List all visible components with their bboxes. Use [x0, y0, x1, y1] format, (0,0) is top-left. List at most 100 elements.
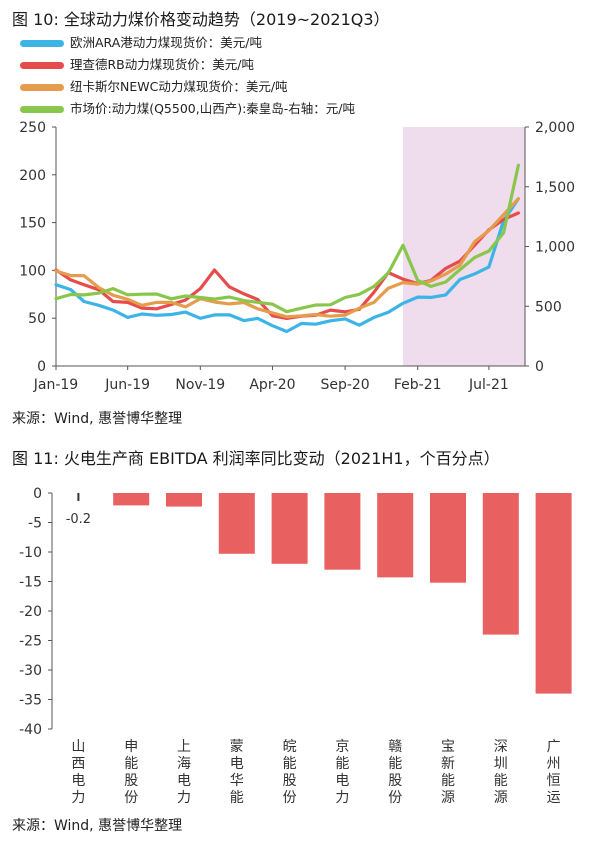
bar-6	[377, 493, 414, 578]
x-tick-label: Sep-20	[320, 377, 369, 393]
x-tick-label: Apr-20	[249, 377, 295, 393]
y-right-tick-label: 2,000	[535, 120, 575, 136]
highlight-band	[403, 127, 525, 366]
legend-swatch	[20, 83, 64, 91]
series-line-3	[54, 163, 521, 314]
y-tick-label: -30	[19, 663, 42, 679]
category-label: 皖	[283, 739, 297, 755]
category-label: 电	[230, 756, 244, 772]
category-label: 能	[388, 756, 402, 772]
category-label: 京	[335, 739, 349, 755]
chart1-legend: 欧洲ARA港动力煤现货价：美元/吨 理查德RB动力煤现货价：美元/吨 纽卡斯尔N…	[20, 32, 355, 120]
category-label: 电	[71, 773, 85, 789]
chart2-title: 图 11: 火电生产商 EBITDA 利润率同比变动（2021H1，个百分点）	[12, 449, 500, 468]
y-tick-label: -25	[19, 634, 42, 650]
category-label: 广	[547, 739, 561, 755]
series-line-1	[54, 211, 521, 320]
category-label: 西	[71, 756, 85, 772]
y-tick-label: -10	[19, 545, 42, 561]
category-label: 能	[283, 756, 297, 772]
legend-label: 纽卡斯尔NEWC动力煤现货价：美元/吨	[70, 79, 288, 94]
bar-7	[430, 493, 466, 583]
legend-label: 欧洲ARA港动力煤现货价：美元/吨	[70, 35, 262, 50]
legend-label: 市场价:动力煤(Q5500,山西产):秦皇岛-右轴：元/吨	[70, 101, 356, 116]
legend-label: 理查德RB动力煤现货价：美元/吨	[70, 57, 254, 72]
bar-0	[77, 493, 80, 501]
category-label: 力	[177, 790, 191, 806]
category-label: 深	[494, 739, 508, 755]
y-left-tick-label: 250	[19, 120, 46, 136]
category-label: 股	[388, 773, 402, 789]
category-label: 能	[124, 756, 138, 772]
category-label: 力	[335, 790, 349, 806]
category-label: 能	[441, 773, 455, 789]
y-tick-label: -35	[19, 693, 42, 709]
bar-2	[166, 493, 202, 507]
category-label: 申	[124, 739, 138, 755]
legend-swatch	[20, 105, 64, 113]
category-label: 恒	[547, 773, 561, 789]
y-left-tick-label: 0	[37, 359, 46, 375]
category-label: 能	[335, 756, 349, 772]
y-tick-label: -20	[19, 604, 42, 620]
y-tick-label: 0	[33, 486, 42, 502]
category-label: 上	[177, 739, 191, 755]
legend-item-qhd: 市场价:动力煤(Q5500,山西产):秦皇岛-右轴：元/吨	[20, 98, 355, 120]
y-left-tick-label: 50	[28, 311, 46, 327]
category-label: 份	[124, 790, 138, 806]
bar-3	[218, 493, 255, 554]
category-label: 源	[494, 790, 508, 806]
x-tick-label: Jul-21	[468, 377, 509, 393]
x-tick-label: Feb-21	[394, 377, 442, 393]
category-label: 份	[388, 790, 402, 806]
bar-5	[324, 493, 361, 570]
chart1-plot: 0 50 100 150 200 250 0 500 1,000 1,500 2,000 Jan-19…	[19, 120, 575, 393]
series-line-0	[54, 197, 521, 334]
legend-item-rb: 理查德RB动力煤现货价：美元/吨	[20, 54, 355, 76]
category-label: 海	[177, 756, 191, 772]
y-tick-label: -40	[19, 722, 42, 738]
category-label: 赣	[388, 739, 402, 755]
y-left-tick-label: 200	[19, 168, 46, 184]
legend-item-ara: 欧洲ARA港动力煤现货价：美元/吨	[20, 32, 355, 54]
category-label: 山	[71, 739, 85, 755]
category-label: 圳	[494, 756, 508, 772]
y-left-tick-label: 100	[19, 263, 46, 279]
category-label: 源	[441, 790, 455, 806]
category-label: 股	[124, 773, 138, 789]
y-left-tick-label: 150	[19, 216, 46, 232]
bar-data-label: -0.2	[66, 512, 91, 527]
y-right-tick-label: 1,500	[535, 180, 575, 196]
x-tick-label: Jan-19	[33, 377, 78, 393]
x-tick-label: Nov-19	[175, 377, 225, 393]
chart1-title: 图 10: 全球动力煤价格变动趋势（2019~2021Q3）	[12, 10, 390, 29]
y-right-tick-label: 500	[535, 299, 562, 315]
series-line-2	[54, 197, 521, 319]
category-label: 州	[547, 756, 561, 772]
category-label: 电	[177, 773, 191, 789]
category-label: 能	[494, 773, 508, 789]
category-label: 份	[283, 790, 297, 806]
category-label: 新	[441, 756, 455, 772]
category-label: 华	[230, 773, 244, 789]
category-label: 蒙	[230, 739, 244, 755]
chart1-source: 来源：Wind, 惠誉博华整理	[12, 411, 183, 427]
legend-item-newc: 纽卡斯尔NEWC动力煤现货价：美元/吨	[20, 76, 355, 98]
category-label: 股	[283, 773, 297, 789]
y-tick-label: -15	[19, 575, 42, 591]
bar-1	[113, 493, 150, 506]
x-tick-label: Jun-19	[104, 377, 150, 393]
chart2-source: 来源：Wind, 惠誉博华整理	[12, 818, 183, 834]
legend-swatch	[20, 39, 64, 47]
bar-9	[535, 493, 572, 694]
bar-8	[482, 493, 519, 635]
category-label: 能	[230, 790, 244, 806]
category-label: 运	[547, 790, 561, 806]
category-label: 宝	[441, 739, 455, 755]
legend-swatch	[20, 61, 64, 69]
y-right-tick-label: 0	[535, 359, 544, 375]
y-tick-label: -5	[28, 516, 42, 532]
category-label: 力	[71, 790, 85, 806]
bar-4	[271, 493, 308, 564]
